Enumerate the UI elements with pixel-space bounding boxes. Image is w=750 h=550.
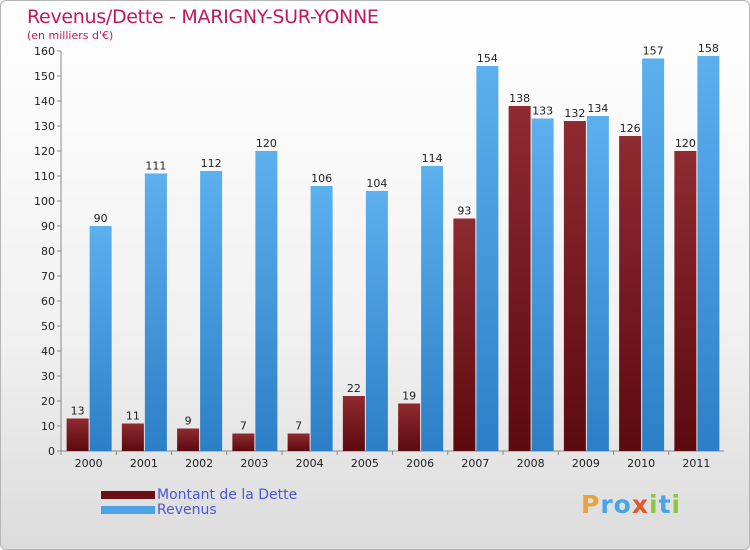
bar-dette xyxy=(619,136,642,451)
chart-title: Revenus/Dette - MARIGNY-SUR-YONNE xyxy=(27,6,379,28)
data-label-revenus: 112 xyxy=(201,157,222,170)
bar-revenus xyxy=(697,56,720,451)
data-label-revenus: 111 xyxy=(145,160,166,173)
bar-revenus xyxy=(200,171,223,451)
data-label-dette: 9 xyxy=(185,415,192,428)
y-tick-label: 120 xyxy=(34,145,55,158)
bar-revenus xyxy=(421,166,444,451)
chart-subtitle: (en milliers d'€) xyxy=(27,29,114,42)
proxiti-logo: Proxiti xyxy=(581,490,681,519)
data-label-dette: 120 xyxy=(675,137,696,150)
bar-dette xyxy=(121,423,144,451)
bar-revenus xyxy=(586,116,609,451)
y-tick-label: 40 xyxy=(41,345,55,358)
data-labels: 1390111119112712071062210419114931541381… xyxy=(71,42,719,433)
x-tick-label: 2001 xyxy=(130,457,158,470)
bar-revenus xyxy=(531,118,554,451)
x-tick-label: 2011 xyxy=(682,457,710,470)
x-tick-label: 2006 xyxy=(406,457,434,470)
bar-revenus xyxy=(365,191,388,451)
y-tick-label: 10 xyxy=(41,420,55,433)
bar-revenus xyxy=(255,151,278,451)
data-label-revenus: 134 xyxy=(587,102,608,115)
legend-item-revenus: Revenus xyxy=(101,501,297,518)
y-tick-label: 160 xyxy=(34,45,55,58)
y-tick-label: 30 xyxy=(41,370,55,383)
y-tick-label: 50 xyxy=(41,320,55,333)
x-tick-label: 2003 xyxy=(240,457,268,470)
bar-dette xyxy=(232,433,255,451)
data-label-dette: 132 xyxy=(564,107,585,120)
x-tick-label: 2000 xyxy=(75,457,103,470)
data-label-dette: 22 xyxy=(347,382,361,395)
data-label-revenus: 106 xyxy=(311,172,332,185)
bar-dette xyxy=(398,403,421,451)
bar-dette xyxy=(508,106,531,451)
bars xyxy=(66,56,720,451)
bar-dette xyxy=(177,428,200,451)
data-label-dette: 19 xyxy=(402,390,416,403)
logo-letter: i xyxy=(649,490,659,519)
bar-dette xyxy=(66,418,89,451)
data-label-dette: 126 xyxy=(620,122,641,135)
x-tick-label: 2002 xyxy=(185,457,213,470)
x-tick-label: 2007 xyxy=(461,457,489,470)
data-label-revenus: 158 xyxy=(698,42,719,55)
y-tick-label: 140 xyxy=(34,95,55,108)
y-tick-label: 20 xyxy=(41,395,55,408)
data-label-revenus: 133 xyxy=(532,105,553,118)
logo-letter: i xyxy=(671,490,682,519)
bar-dette xyxy=(674,151,697,451)
legend-item-dette: Montant de la Dette xyxy=(101,486,298,503)
data-label-revenus: 120 xyxy=(256,137,277,150)
bar-revenus xyxy=(144,173,167,451)
bar-revenus xyxy=(476,66,499,451)
y-tick-label: 90 xyxy=(41,220,55,233)
data-label-dette: 93 xyxy=(457,205,471,218)
data-label-revenus: 157 xyxy=(643,45,664,58)
bar-revenus xyxy=(89,226,112,451)
data-label-dette: 7 xyxy=(240,420,247,433)
logo-letter: P xyxy=(581,490,601,519)
y-tick-label: 0 xyxy=(48,445,55,458)
y-tick-label: 130 xyxy=(34,120,55,133)
legend-label-dette: Montant de la Dette xyxy=(157,486,298,503)
x-tick-label: 2005 xyxy=(351,457,379,470)
bar-dette xyxy=(342,396,365,451)
logo-letter: x xyxy=(631,490,649,519)
bar-dette xyxy=(287,433,310,451)
legend-swatch-dette xyxy=(101,490,155,499)
data-label-dette: 7 xyxy=(295,420,302,433)
data-label-dette: 138 xyxy=(509,92,530,105)
data-label-revenus: 104 xyxy=(366,177,387,190)
legend: Montant de la Dette Revenus xyxy=(101,486,298,518)
axes: 0 10 20 30 40 50 60 70 80 90 100 110 120 130 140 150 160… xyxy=(34,45,724,470)
y-tick-label: 80 xyxy=(41,245,55,258)
y-tick-label: 70 xyxy=(41,270,55,283)
y-tick-label: 110 xyxy=(34,170,55,183)
data-label-revenus: 154 xyxy=(477,52,498,65)
logo-letter: t xyxy=(658,490,672,519)
x-tick-label: 2008 xyxy=(517,457,545,470)
x-tick-label: 2004 xyxy=(296,457,324,470)
y-tick-label: 150 xyxy=(34,70,55,83)
logo-letter: r xyxy=(600,490,614,519)
x-tick-label: 2009 xyxy=(572,457,600,470)
y-tick-label: 100 xyxy=(34,195,55,208)
data-label-revenus: 114 xyxy=(422,152,443,165)
logo-letter: o xyxy=(613,490,632,519)
data-label-dette: 11 xyxy=(126,410,140,423)
bar-dette xyxy=(453,218,476,451)
legend-swatch-revenus xyxy=(101,505,155,514)
bar-revenus xyxy=(642,58,665,451)
data-label-dette: 13 xyxy=(71,405,85,418)
y-tick-label: 60 xyxy=(41,295,55,308)
x-tick-label: 2010 xyxy=(627,457,655,470)
legend-label-revenus: Revenus xyxy=(157,501,217,518)
bar-dette xyxy=(563,121,586,451)
data-label-revenus: 90 xyxy=(94,212,108,225)
bar-revenus xyxy=(310,186,333,451)
